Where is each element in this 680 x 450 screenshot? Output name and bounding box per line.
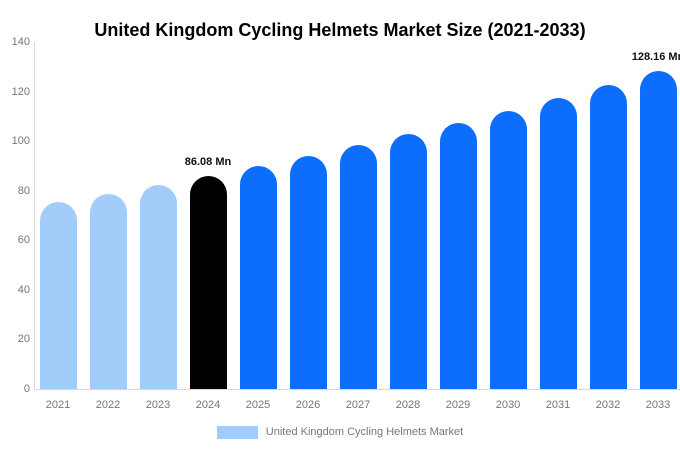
x-axis-label-2026: 2026 (295, 399, 321, 411)
x-axis-label-2028: 2028 (395, 399, 421, 411)
x-axis-label-2021: 2021 (45, 399, 71, 411)
y-tick-label-120: 120 (11, 85, 30, 98)
y-tick-label-80: 80 (17, 184, 30, 197)
y-tick-label-140: 140 (11, 36, 30, 48)
x-axis-label-2029: 2029 (445, 399, 471, 411)
bar-2033 (639, 71, 677, 389)
y-axis-line (34, 42, 35, 389)
x-axis-label-2033: 2033 (645, 399, 671, 411)
x-axis-label-2022: 2022 (95, 399, 121, 411)
bar-2023 (139, 184, 177, 389)
bar-2026 (289, 156, 327, 389)
bar-2024 (189, 175, 227, 389)
x-axis-label-2023: 2023 (145, 399, 171, 411)
legend-label: United Kingdom Cycling Helmets Market (265, 426, 464, 438)
bar-2030 (489, 110, 527, 389)
x-axis-line (34, 389, 680, 390)
legend-swatch (216, 425, 258, 439)
bar-2031 (539, 98, 577, 389)
x-axis-label-2025: 2025 (245, 399, 271, 411)
bar-2022 (89, 193, 127, 389)
x-axis-label-2027: 2027 (345, 399, 371, 411)
y-tick-label-20: 20 (17, 333, 30, 346)
bar-2021 (39, 202, 77, 389)
data-label-2033: 128.16 Mn (631, 51, 680, 64)
bar-2032 (589, 85, 627, 389)
bar-2029 (439, 122, 477, 389)
bar-2025 (239, 165, 277, 389)
x-axis-label-2031: 2031 (545, 399, 571, 411)
chart-title: United Kingdom Cycling Helmets Market Si… (94, 20, 586, 41)
x-axis-label-2032: 2032 (595, 399, 621, 411)
y-tick-label-40: 40 (17, 283, 30, 296)
x-axis-label-2024: 2024 (195, 399, 221, 411)
legend: United Kingdom Cycling Helmets Market (0, 423, 680, 441)
y-tick-label-60: 60 (17, 234, 30, 247)
data-label-2024: 86.08 Mn (184, 155, 232, 168)
bar-2027 (339, 145, 377, 389)
y-tick-label-100: 100 (11, 135, 30, 148)
y-tick-label-0: 0 (23, 383, 30, 395)
bar-2028 (389, 134, 427, 389)
x-axis-label-2030: 2030 (495, 399, 521, 411)
